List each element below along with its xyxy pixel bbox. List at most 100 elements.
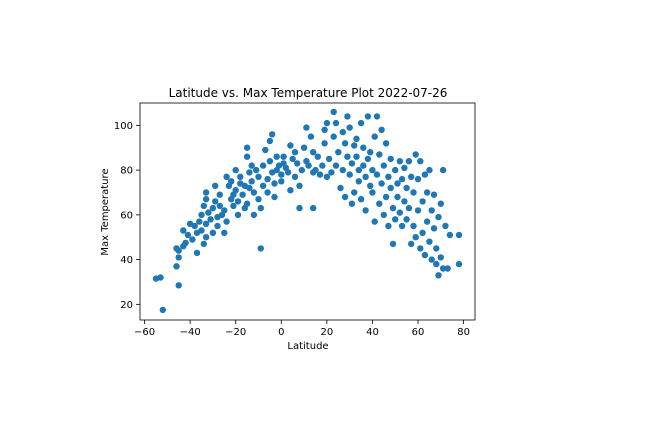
scatter-point bbox=[405, 158, 413, 165]
scatter-point bbox=[446, 231, 454, 239]
x-tick-label: −40 bbox=[180, 327, 201, 338]
scatter-point bbox=[364, 155, 372, 163]
scatter-point bbox=[280, 153, 287, 160]
scatter-point bbox=[184, 231, 192, 239]
scatter-point bbox=[414, 207, 422, 214]
scatter-point bbox=[296, 204, 303, 212]
scatter-point bbox=[353, 153, 360, 160]
scatter-point bbox=[246, 169, 253, 176]
scatter-point bbox=[246, 184, 253, 192]
scatter-point bbox=[355, 178, 362, 185]
scatter-point bbox=[284, 169, 292, 176]
scatter-point bbox=[243, 153, 251, 160]
scatter-point bbox=[305, 162, 312, 169]
scatter-point bbox=[239, 191, 246, 198]
scatter-point bbox=[437, 254, 444, 261]
y-tick-label: 80 bbox=[120, 166, 133, 177]
scatter-point bbox=[339, 166, 346, 174]
scatter-point bbox=[417, 158, 424, 165]
scatter-point bbox=[348, 200, 356, 207]
x-axis-label: Latitude bbox=[287, 341, 328, 352]
scatter-point bbox=[421, 171, 429, 178]
scatter-point bbox=[344, 153, 351, 160]
scatter-point bbox=[444, 265, 451, 272]
scatter-point bbox=[312, 166, 319, 174]
scatter-point bbox=[335, 149, 342, 156]
scatter-point bbox=[382, 140, 390, 147]
chart-title: Latitude vs. Max Temperature Plot 2022-0… bbox=[169, 86, 448, 100]
scatter-point bbox=[403, 216, 410, 223]
x-tick-label: 40 bbox=[366, 327, 379, 338]
scatter-point bbox=[344, 113, 351, 120]
scatter-point bbox=[198, 227, 205, 234]
scatter-point bbox=[348, 160, 356, 167]
scatter-point bbox=[339, 128, 346, 136]
scatter-point bbox=[408, 240, 415, 248]
scatter-point bbox=[428, 256, 435, 263]
scatter-point bbox=[300, 144, 308, 151]
y-tick-label: 40 bbox=[120, 255, 133, 266]
scatter-point bbox=[332, 162, 340, 169]
scatter-point bbox=[157, 274, 164, 281]
y-tick-label: 60 bbox=[120, 210, 133, 221]
scatter-point bbox=[387, 155, 394, 163]
y-axis-label: Max Temperature bbox=[100, 168, 111, 255]
scatter-point bbox=[437, 200, 444, 207]
scatter-point bbox=[433, 260, 440, 268]
x-tick-label: −60 bbox=[134, 327, 155, 338]
scatter-point bbox=[175, 254, 182, 261]
scatter-point bbox=[207, 216, 214, 223]
scatter-point bbox=[214, 222, 221, 230]
scatter-point bbox=[271, 180, 278, 187]
scatter-point bbox=[378, 126, 385, 133]
scatter-point bbox=[325, 155, 333, 163]
scatter-point bbox=[173, 263, 180, 270]
scatter-point bbox=[355, 166, 362, 174]
scatter-point bbox=[191, 222, 198, 230]
scatter-point bbox=[159, 306, 166, 314]
scatter-point bbox=[362, 173, 369, 180]
scatter-point bbox=[419, 229, 426, 236]
scatter-point bbox=[323, 119, 331, 127]
scatter-point bbox=[455, 260, 463, 268]
scatter-point bbox=[255, 196, 262, 203]
scatter-point bbox=[237, 173, 244, 180]
scatter-point bbox=[212, 198, 219, 205]
scatter-point bbox=[182, 239, 189, 246]
y-tick-label: 100 bbox=[114, 121, 133, 132]
scatter-point bbox=[433, 245, 440, 252]
scatter-point bbox=[394, 193, 401, 201]
scatter-point bbox=[175, 282, 182, 289]
scatter-point bbox=[392, 216, 399, 223]
x-axis-ticks: −60 −40 −20 0 20 40 60 80 bbox=[134, 320, 470, 338]
scatter-point bbox=[202, 234, 210, 241]
scatter-point bbox=[198, 211, 205, 219]
scatter-point bbox=[294, 160, 301, 167]
scatter-point bbox=[423, 218, 431, 225]
x-tick-label: 0 bbox=[278, 327, 284, 338]
y-tick-label: 20 bbox=[120, 300, 133, 311]
scatter-point bbox=[321, 140, 328, 147]
scatter-point bbox=[230, 202, 237, 210]
scatter-point bbox=[287, 187, 294, 194]
scatter-point bbox=[396, 209, 403, 216]
scatter-point bbox=[316, 171, 324, 178]
scatter-point bbox=[380, 211, 387, 219]
scatter-point bbox=[250, 189, 258, 196]
scatter-point bbox=[341, 193, 349, 201]
scatter-point bbox=[223, 173, 230, 180]
scatter-point bbox=[369, 189, 376, 196]
scatter-point bbox=[380, 162, 387, 169]
scatter-point bbox=[248, 162, 255, 169]
scatter-point bbox=[264, 175, 271, 183]
scatter-point bbox=[209, 229, 217, 236]
scatter-point bbox=[255, 173, 262, 180]
scatter-point bbox=[266, 158, 274, 165]
scatter-point bbox=[296, 182, 303, 189]
scatter-point bbox=[221, 229, 228, 236]
scatter-point bbox=[371, 218, 378, 225]
scatter-point bbox=[259, 182, 267, 189]
scatter-point bbox=[351, 142, 358, 149]
